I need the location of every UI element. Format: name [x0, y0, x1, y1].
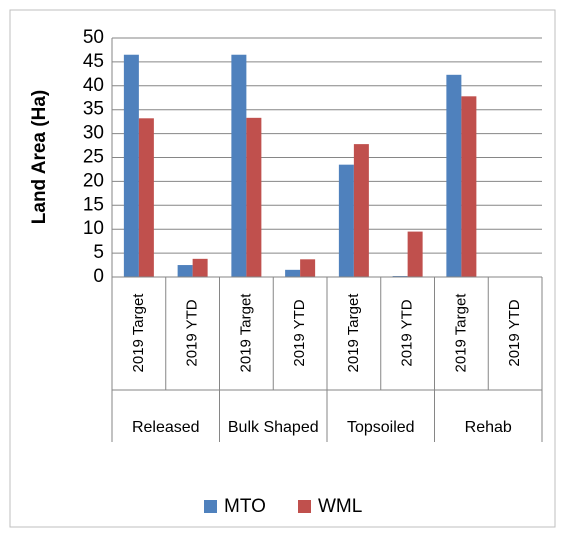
- group-label: Released: [132, 419, 200, 436]
- bar: [246, 117, 262, 278]
- x-tick-label: 2019 Target: [452, 293, 469, 373]
- bar: [461, 96, 477, 277]
- y-tick-label: 0: [93, 266, 104, 287]
- group-label: Topsoiled: [347, 419, 415, 436]
- bar: [192, 258, 208, 277]
- x-tick-label: 2019 Target: [345, 293, 362, 373]
- legend-swatch: [298, 500, 311, 513]
- bar: [446, 74, 462, 277]
- bar: [300, 259, 316, 277]
- y-tick-label: 35: [83, 99, 104, 120]
- y-tick-label: 10: [83, 218, 104, 239]
- bar: [123, 54, 139, 278]
- x-tick-label: 2019 YTD: [506, 299, 523, 366]
- y-axis-title: Land Area (Ha): [29, 90, 50, 224]
- bar: [231, 54, 247, 278]
- x-tick-label: 2019 YTD: [399, 299, 416, 366]
- bar: [353, 144, 369, 277]
- group-label: Bulk Shaped: [228, 419, 319, 436]
- x-tick-label: 2019 YTD: [291, 299, 308, 366]
- y-tick-label: 15: [83, 194, 104, 215]
- y-tick-label: 45: [83, 51, 104, 72]
- bar: [177, 265, 193, 277]
- x-tick-label: 2019 Target: [237, 293, 254, 373]
- legend-swatch: [204, 500, 217, 513]
- x-tick-label: 2019 Target: [130, 293, 147, 373]
- y-tick-label: 30: [83, 123, 104, 144]
- legend-label: MTO: [224, 496, 266, 517]
- x-tick-label: 2019 YTD: [184, 299, 201, 366]
- y-tick-label: 20: [83, 170, 104, 191]
- bar: [138, 118, 154, 277]
- y-tick-label: 50: [83, 27, 104, 48]
- group-label: Rehab: [465, 419, 512, 436]
- bar: [338, 164, 354, 277]
- bar: [285, 269, 301, 277]
- y-tick-label: 5: [93, 242, 104, 263]
- y-tick-label: 40: [83, 75, 104, 96]
- bar: [407, 231, 423, 277]
- y-tick-label: 25: [83, 147, 104, 168]
- legend-label: WML: [318, 496, 362, 517]
